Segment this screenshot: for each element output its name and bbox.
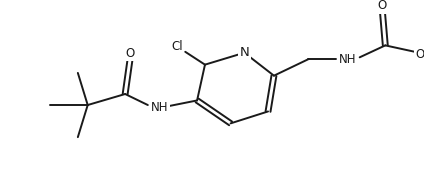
Text: NH: NH (339, 53, 357, 66)
Text: O: O (415, 48, 424, 61)
Text: NH: NH (151, 101, 168, 114)
Text: N: N (240, 46, 249, 59)
Text: Cl: Cl (172, 40, 183, 53)
Text: O: O (126, 47, 135, 60)
Text: O: O (378, 0, 387, 12)
